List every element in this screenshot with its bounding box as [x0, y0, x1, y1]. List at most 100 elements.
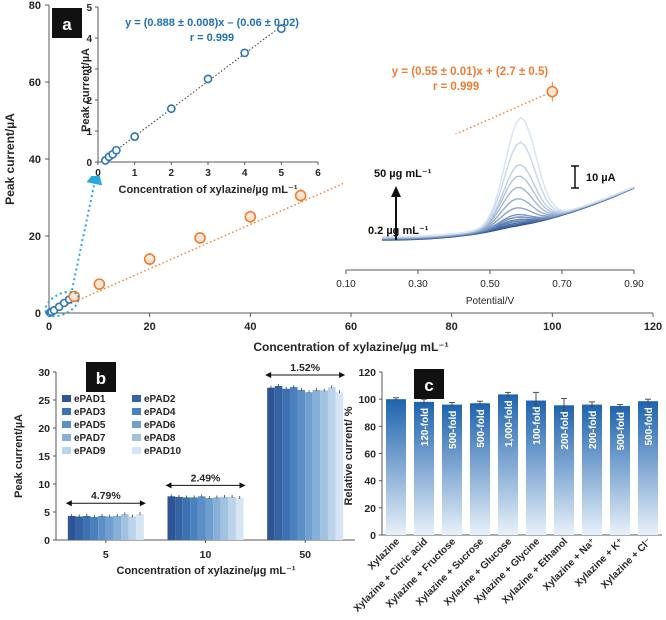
b-bar [312, 389, 321, 540]
inset-x-tick-label: 2 [169, 168, 175, 179]
inset-data-point [130, 132, 140, 141]
c-y-tick-label: 60 [364, 449, 376, 461]
b-bar [98, 515, 106, 540]
b-rsd-arrowhead [165, 482, 172, 489]
c-bar [526, 400, 546, 535]
a-x-axis-label: Concentration of xylazine/µg mL⁻¹ [253, 340, 448, 354]
c-y-tick-label: 40 [364, 476, 376, 488]
a-x-tick-label: 120 [644, 321, 662, 333]
c-y-tick-label: 20 [364, 503, 376, 515]
b-bar [90, 517, 99, 540]
b-legend-label: ePAD9 [74, 446, 106, 457]
b-y-tick-label: 20 [38, 423, 50, 435]
b-legend-swatch [132, 421, 141, 428]
b-bar [136, 514, 144, 540]
b-bar [235, 498, 244, 540]
b-bar [175, 496, 183, 540]
inset-y-tick-label: 3 [86, 65, 92, 76]
c-y-tick-label: 100 [358, 394, 376, 406]
b-legend-label: ePAD8 [144, 433, 176, 444]
inset-y-tick-label: 5 [86, 3, 92, 14]
b-rsd-arrowhead [139, 500, 146, 507]
b-bar [274, 386, 283, 540]
b-legend-label: ePAD7 [74, 433, 106, 444]
b-legend-swatch [62, 447, 71, 454]
c-bar-fold-label: 1,000-fold [504, 400, 515, 447]
c-bar-fold-label: 120-fold [420, 408, 431, 446]
volt-x-axis-label: Potential/V [466, 296, 515, 307]
a-panel-badge [52, 8, 82, 38]
b-y-tick-label: 0 [44, 535, 50, 547]
b-bar [267, 387, 275, 540]
b-legend-swatch [132, 395, 141, 402]
b-bar [282, 388, 290, 540]
c-bar-fold-label: 500-fold [616, 412, 627, 450]
a-fit-equation: y = (0.55 ± 0.01)x + (2.7 ± 0.5) [392, 66, 549, 78]
b-bar [83, 515, 91, 540]
inset-y-tick-label: 1 [86, 127, 92, 138]
b-y-tick-label: 10 [38, 479, 50, 491]
c-bar [386, 399, 406, 535]
inset-y-tick-label: 0 [86, 158, 92, 169]
b-bar [121, 514, 129, 540]
b-bar [128, 516, 137, 540]
b-panel-badge [86, 362, 116, 392]
c-bar [610, 405, 630, 535]
c-bar-fold-label: 500-fold [476, 409, 487, 447]
b-rsd-arrowhead [265, 372, 272, 378]
b-legend-label: ePAD3 [74, 407, 106, 418]
b-legend-label: ePAD4 [144, 407, 176, 418]
b-rsd-arrowhead [65, 500, 72, 507]
inset-fit-line [103, 23, 286, 161]
b-bar [289, 387, 298, 540]
c-bar-fold-label: 500-fold [644, 407, 655, 445]
c-panel-badge-label: c [424, 376, 433, 395]
b-bar [167, 496, 176, 540]
b-rsd-label: 4.79% [91, 490, 121, 502]
b-legend-swatch [62, 434, 71, 441]
a-voltammogram-inset: 0.10 0.30 0.50 0.70 0.90 Potential/V 50 µg m… [336, 116, 644, 310]
a-y-tick-label: 80 [29, 0, 41, 12]
b-y-tick-label: 30 [38, 367, 50, 379]
a-x-tick-label: 100 [543, 321, 561, 333]
a-data-point [546, 85, 559, 98]
a-panel-badge-label: a [62, 15, 72, 34]
b-rsd-arrowhead [239, 482, 246, 489]
a-x-tick-label: 80 [446, 321, 458, 333]
a-x-tick-label: 20 [144, 321, 156, 333]
b-category-label: 10 [200, 549, 212, 561]
c-y-tick-label: 80 [364, 421, 376, 433]
volt-curve [381, 116, 635, 238]
b-bar [105, 516, 114, 540]
b-y-axis-label: Peak current/µA [13, 414, 25, 498]
b-y-tick-label: 25 [38, 395, 50, 407]
c-bar [414, 401, 434, 535]
b-rsd-label: 2.49% [191, 472, 221, 484]
inset-y-tick-label: 2 [86, 96, 92, 107]
b-bar [75, 516, 84, 540]
b-bar [182, 497, 191, 540]
b-bar [220, 496, 229, 540]
b-y-tick-label: 5 [44, 507, 50, 519]
b-legend-swatch [132, 434, 141, 441]
volt-scale-label: 10 µA [586, 172, 616, 184]
b-rsd-label: 1.52% [290, 362, 320, 374]
a-data-point [143, 253, 156, 265]
a-y-tick-label: 0 [35, 308, 41, 320]
b-legend-swatch [62, 421, 71, 428]
b-x-axis-label: Concentration of xylazine/µg mL⁻¹ [117, 565, 296, 577]
inset-data-point [111, 145, 121, 155]
b-legend-swatch [62, 408, 71, 415]
c-bar-fold-label: 200-fold [560, 411, 571, 449]
a-x-tick-label: 0 [46, 321, 52, 333]
a-x-tick-label: 60 [345, 321, 357, 333]
c-bar [498, 394, 518, 535]
b-legend-label: ePAD10 [144, 446, 181, 457]
b-category-label: 5 [103, 549, 109, 561]
b-legend-label: ePAD5 [74, 420, 106, 431]
b-category-label: 50 [299, 549, 311, 561]
b-rsd-arrowhead [339, 372, 346, 378]
inset-x-tick-label: 3 [205, 168, 211, 179]
